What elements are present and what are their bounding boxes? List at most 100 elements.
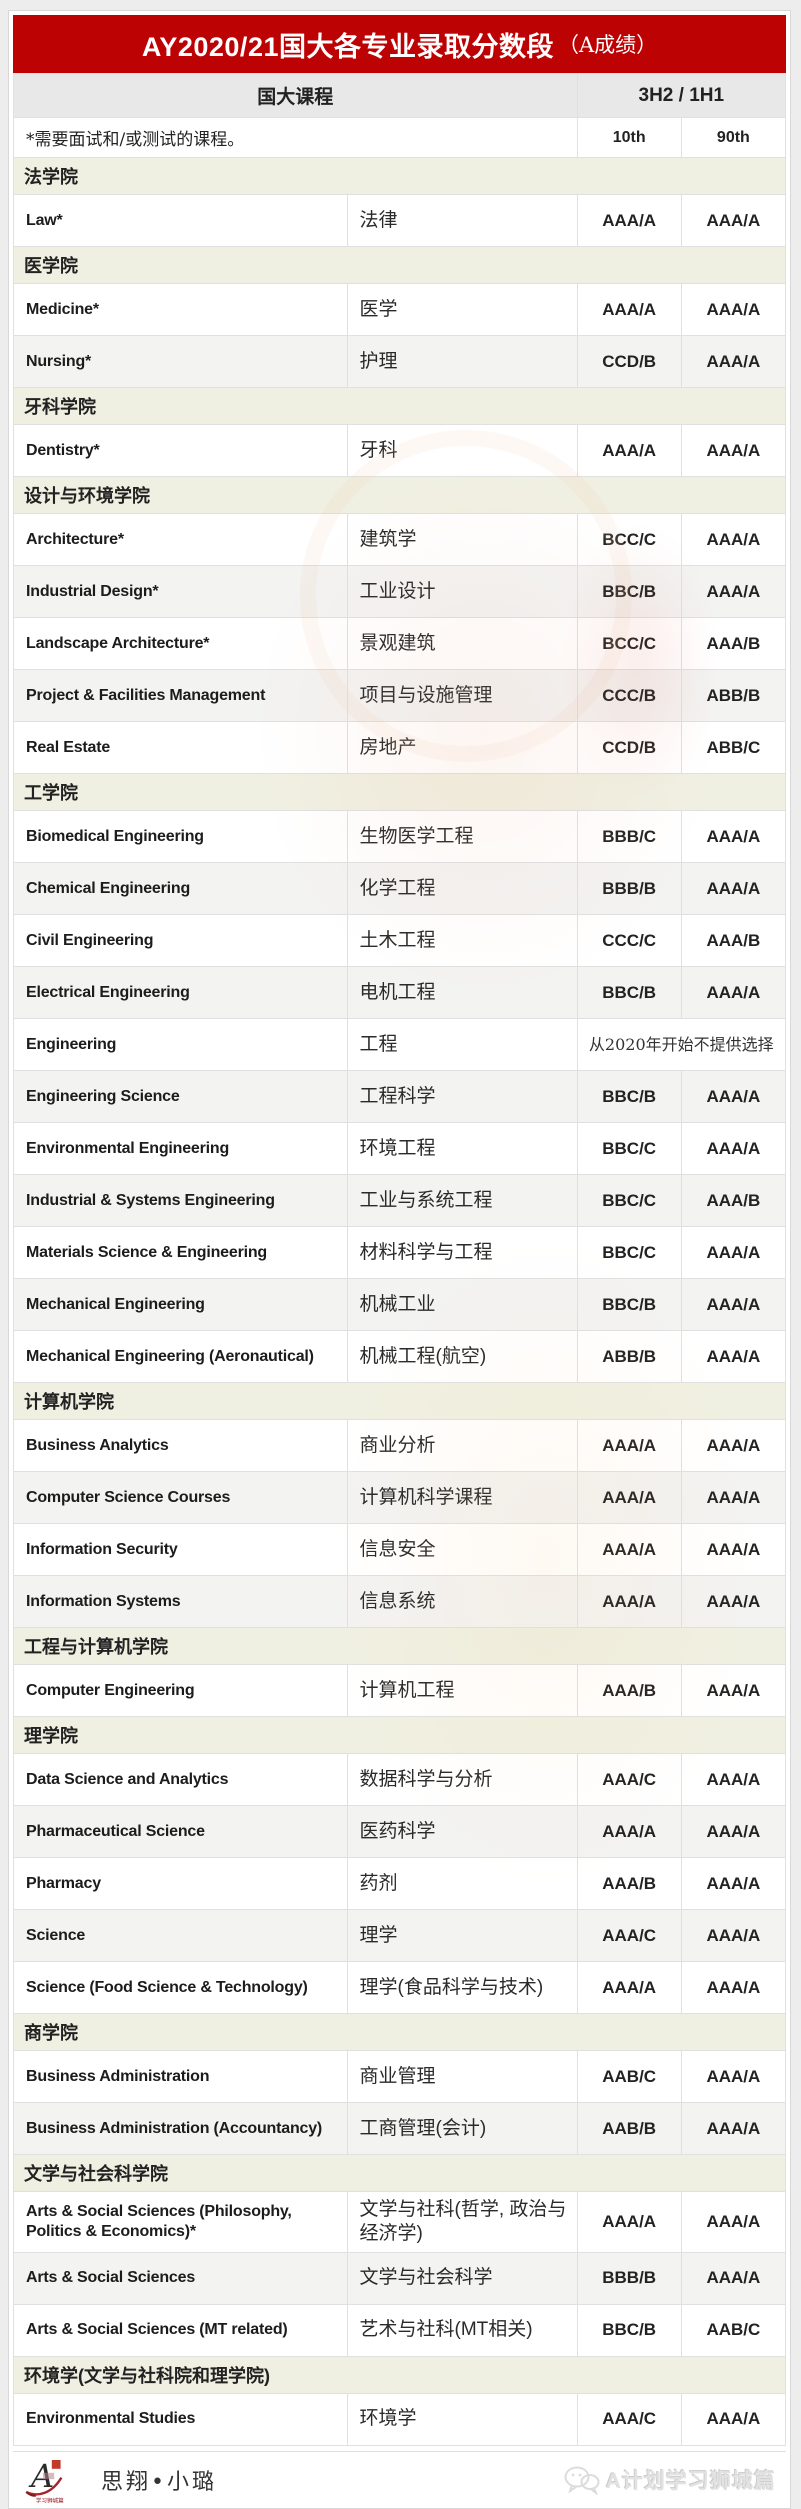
course-row: Electrical Engineering 电机工程 BBC/B AAA/A bbox=[13, 966, 787, 1019]
page-title: AY2020/21国大各专业录取分数段 bbox=[141, 31, 554, 62]
course-name-en: Computer Science Courses bbox=[13, 1471, 348, 1524]
score-10th: BBC/B bbox=[576, 1278, 682, 1331]
course-name-en: Materials Science & Engineering bbox=[13, 1226, 348, 1279]
section-name: 医学院 bbox=[13, 246, 786, 284]
score-10th: AAA/A bbox=[576, 1575, 682, 1628]
course-name-zh: 环境学 bbox=[346, 2392, 578, 2446]
score-10th: BBC/C bbox=[576, 1226, 682, 1279]
course-row: Environmental Engineering 环境工程 BBC/C AAA/A bbox=[13, 1122, 787, 1175]
footer-brand-group: A 学习狮城篇 思翔•小璐 bbox=[23, 2455, 217, 2505]
course-row: Civil Engineering 土木工程 CCC/C AAA/B bbox=[13, 914, 787, 967]
course-name-en: Arts & Social Sciences bbox=[13, 2251, 348, 2305]
score-10th: AAB/B bbox=[576, 2102, 682, 2155]
course-name-zh: 工程 bbox=[346, 1018, 578, 1071]
score-10th: BCC/C bbox=[576, 513, 682, 566]
course-name-zh: 机械工业 bbox=[346, 1278, 578, 1331]
course-row: Science 理学 AAA/C AAA/A bbox=[13, 1909, 787, 1962]
admissions-table: 国大课程 3H2 / 1H1 *需要面试和/或测试的课程。 10th 90th … bbox=[13, 73, 787, 2446]
course-row: Industrial & Systems Engineering 工业与系统工程 B… bbox=[13, 1174, 787, 1227]
percentile-10-header: 10th bbox=[576, 117, 682, 158]
table-title-bar: AY2020/21国大各专业录取分数段 （A成绩） bbox=[13, 15, 786, 73]
course-row: Business Analytics 商业分析 AAA/A AAA/A bbox=[13, 1419, 787, 1472]
score-10th: AAA/A bbox=[576, 1805, 682, 1858]
course-name-zh: 房地产 bbox=[346, 721, 578, 774]
course-row: Business Administration (Accountancy) 工商管… bbox=[13, 2102, 787, 2155]
score-10th: AAA/C bbox=[576, 1909, 682, 1962]
score-10th: CCC/B bbox=[576, 669, 682, 722]
course-name-en: Landscape Architecture* bbox=[13, 617, 348, 670]
section-name: 商学院 bbox=[13, 2013, 786, 2051]
course-name-en: Industrial Design* bbox=[13, 565, 348, 618]
course-row: Real Estate 房地产 CCD/B ABB/C bbox=[13, 721, 787, 774]
section-header-row: 计算机学院 bbox=[13, 1382, 786, 1420]
course-name-zh: 土木工程 bbox=[346, 914, 578, 967]
score-90th: AAA/A bbox=[680, 2050, 787, 2103]
score-10th: BBC/B bbox=[576, 565, 682, 618]
course-row: Information Security 信息安全 AAA/A AAA/A bbox=[13, 1523, 787, 1576]
course-name-en: Mechanical Engineering bbox=[13, 1278, 348, 1331]
course-row: Project & Facilities Management 项目与设施管理 CC… bbox=[13, 669, 787, 722]
course-name-zh: 机械工程(航空) bbox=[346, 1330, 578, 1383]
score-90th: AAA/A bbox=[680, 1471, 787, 1524]
section-header-row: 工学院 bbox=[13, 773, 786, 811]
course-name-zh: 理学(食品科学与技术) bbox=[346, 1961, 578, 2014]
score-90th: AAA/A bbox=[680, 1575, 787, 1628]
score-10th: BCC/C bbox=[576, 617, 682, 670]
interview-note: *需要面试和/或测试的课程。 bbox=[13, 117, 578, 158]
course-row: Medicine* 医学 AAA/A AAA/A bbox=[13, 283, 787, 336]
score-90th: ABB/C bbox=[680, 721, 787, 774]
course-name-en: Real Estate bbox=[13, 721, 348, 774]
course-name-zh: 工业与系统工程 bbox=[346, 1174, 578, 1227]
course-name-en: Medicine* bbox=[13, 283, 348, 336]
course-name-en: Electrical Engineering bbox=[13, 966, 348, 1019]
course-name-zh: 材料科学与工程 bbox=[346, 1226, 578, 1279]
course-row: Nursing* 护理 CCD/B AAA/A bbox=[13, 335, 787, 388]
score-10th: BBB/C bbox=[576, 810, 682, 863]
course-name-zh: 信息安全 bbox=[346, 1523, 578, 1576]
score-90th: AAA/A bbox=[680, 1122, 787, 1175]
score-10th: ABB/B bbox=[576, 1330, 682, 1383]
course-name-en: Law* bbox=[13, 194, 348, 247]
course-row: Mechanical Engineering 机械工业 BBC/B AAA/A bbox=[13, 1278, 787, 1331]
score-10th: AAA/A bbox=[576, 283, 682, 336]
course-name-en: Mechanical Engineering (Aeronautical) bbox=[13, 1330, 348, 1383]
course-name-en: Industrial & Systems Engineering bbox=[13, 1174, 348, 1227]
percentile-90-header: 90th bbox=[680, 117, 787, 158]
course-name-en: Science (Food Science & Technology) bbox=[13, 1961, 348, 2014]
brand-logo-icon: A 学习狮城篇 bbox=[25, 2457, 64, 2504]
page-title-suffix: （A成绩） bbox=[557, 33, 658, 57]
course-name-en: Engineering Science bbox=[13, 1070, 348, 1123]
score-90th: AAA/B bbox=[680, 617, 787, 670]
score-10th: BBC/B bbox=[576, 966, 682, 1019]
section-header-row: 商学院 bbox=[13, 2013, 786, 2051]
score-10th: AAA/A bbox=[576, 1523, 682, 1576]
course-name-zh: 化学工程 bbox=[346, 862, 578, 915]
score-10th: BBC/C bbox=[576, 1122, 682, 1175]
course-name-en: Science bbox=[13, 1909, 348, 1962]
course-row: Computer Engineering 计算机工程 AAA/B AAA/A bbox=[13, 1664, 787, 1717]
course-name-zh: 文学与社科(哲学, 政治与经济学) bbox=[346, 2191, 578, 2253]
score-90th: AAA/A bbox=[680, 283, 787, 336]
course-row: Pharmacy 药剂 AAA/B AAA/A bbox=[13, 1857, 787, 1910]
course-name-en: Data Science and Analytics bbox=[13, 1753, 348, 1806]
brand-name: 思翔•小璐 bbox=[101, 2469, 217, 2495]
course-name-zh: 信息系统 bbox=[346, 1575, 578, 1628]
course-name-zh: 艺术与社科(MT相关) bbox=[346, 2303, 578, 2357]
score-10th: BBC/B bbox=[576, 1070, 682, 1123]
score-90th: AAA/A bbox=[680, 2102, 787, 2155]
score-90th: AAA/A bbox=[680, 862, 787, 915]
section-header-row: 文学与社会科学院 bbox=[13, 2154, 786, 2192]
score-10th: AAA/B bbox=[576, 1857, 682, 1910]
score-10th: AAA/C bbox=[576, 1753, 682, 1806]
course-column-header: 国大课程 bbox=[13, 73, 578, 118]
course-row: Business Administration 商业管理 AAB/C AAA/A bbox=[13, 2050, 787, 2103]
course-name-en: Information Security bbox=[13, 1523, 348, 1576]
course-row: Materials Science & Engineering 材料科学与工程 BB… bbox=[13, 1226, 787, 1279]
table-body: 法学院 Law* 法律 AAA/A AAA/A 医学院 Medicine* 医学 AAA/A AA… bbox=[13, 157, 787, 2446]
course-name-en: Arts & Social Sciences (MT related) bbox=[13, 2303, 348, 2357]
score-10th: AAA/A bbox=[576, 2191, 682, 2253]
course-row: Environmental Studies 环境学 AAA/C AAA/A bbox=[13, 2392, 787, 2446]
course-name-en: Biomedical Engineering bbox=[13, 810, 348, 863]
course-name-zh: 理学 bbox=[346, 1909, 578, 1962]
score-10th: CCD/B bbox=[576, 721, 682, 774]
